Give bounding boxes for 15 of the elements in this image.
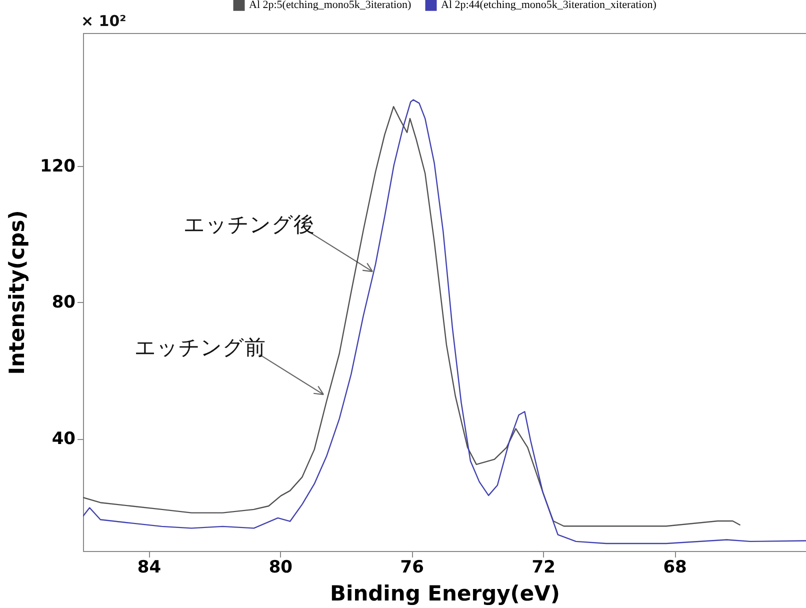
x-tick-label: 76 xyxy=(400,558,424,578)
x-tick-label: 80 xyxy=(268,558,293,578)
text: × 10² xyxy=(81,12,126,30)
y-tick-label: 80 xyxy=(52,292,76,313)
y-axis-title: Intensity(cps) xyxy=(5,210,30,375)
annotation: エッチング後 xyxy=(184,212,315,237)
x-tick-label: 84 xyxy=(137,558,162,578)
x-axis-title: Binding Energy(eV) xyxy=(330,582,560,606)
x-tick-label: 72 xyxy=(532,558,556,578)
y-tick-label: 40 xyxy=(52,429,76,450)
y-tick-label: 120 xyxy=(40,156,76,176)
legend-label: Al 2p:44(etching_mono5k_3iteration_xiteration) xyxy=(441,0,657,12)
annotation: エッチング前 xyxy=(134,336,266,360)
legend-label: Al 2p:5(etching_mono5k_3iteration) xyxy=(249,0,412,12)
x-tick-label: 68 xyxy=(663,558,687,578)
